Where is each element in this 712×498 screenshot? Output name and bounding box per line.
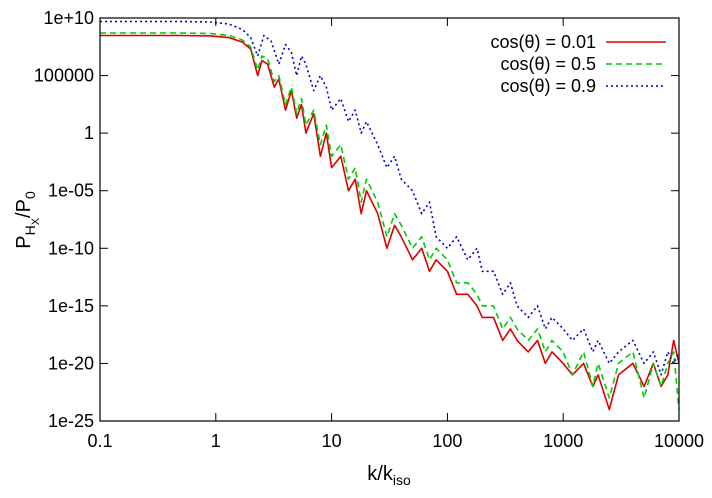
x-tick-label: 0.1 <box>87 431 112 451</box>
series-layer <box>100 20 679 411</box>
y-tick-label: 1e+10 <box>43 8 94 28</box>
x-tick-label: 1000 <box>543 431 583 451</box>
x-tick-label: 10 <box>322 431 342 451</box>
ticks-layer: 0.1 1 10 100 1000 10000 1e+10 100000 1 1e-05 1e-10… <box>34 8 704 451</box>
legend-label-1: cos(θ) = 0.01 <box>490 32 596 52</box>
x-tick-label: 100 <box>432 431 462 451</box>
y-tick-label: 1e-20 <box>48 353 94 373</box>
plot-frame <box>99 17 680 422</box>
y-tick-label: 1e-10 <box>48 238 94 258</box>
x-tick-label: 10000 <box>654 431 704 451</box>
series-line-1 <box>100 34 679 411</box>
legend-label-3: cos(θ) = 0.9 <box>500 76 596 96</box>
y-tick-label: 100000 <box>34 66 94 86</box>
x-tick-label: 1 <box>211 431 221 451</box>
series-line-3 <box>100 20 679 376</box>
y-tick-label: 1e-15 <box>48 296 94 316</box>
x-axis-label: k/kiso <box>367 463 411 488</box>
y-tick-label: 1 <box>84 123 94 143</box>
y-tick-label: 1e-05 <box>48 181 94 201</box>
y-axis-label: PHX/P0 <box>13 191 42 249</box>
y-tick-label: 1e-25 <box>48 411 94 431</box>
legend-label-2: cos(θ) = 0.5 <box>500 54 596 74</box>
